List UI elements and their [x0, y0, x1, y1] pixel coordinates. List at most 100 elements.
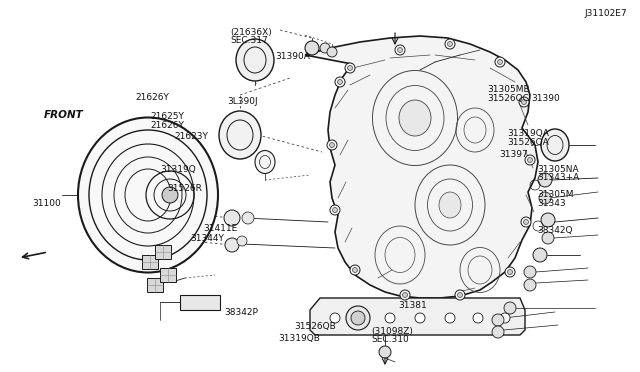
Text: 31411E: 31411E — [204, 224, 238, 233]
Circle shape — [541, 213, 555, 227]
Circle shape — [353, 267, 358, 273]
Circle shape — [447, 42, 452, 46]
Text: 31526QB: 31526QB — [294, 322, 336, 331]
Circle shape — [320, 43, 330, 53]
FancyBboxPatch shape — [160, 268, 176, 282]
Text: 31390: 31390 — [531, 94, 560, 103]
Text: 31526QC: 31526QC — [488, 94, 529, 103]
Circle shape — [445, 313, 455, 323]
FancyBboxPatch shape — [147, 278, 163, 292]
Text: 31319Q: 31319Q — [160, 165, 196, 174]
Text: 3L390J: 3L390J — [227, 97, 258, 106]
Circle shape — [504, 302, 516, 314]
Circle shape — [497, 60, 502, 64]
Circle shape — [403, 292, 408, 298]
Text: J31102E7: J31102E7 — [584, 9, 627, 17]
Circle shape — [525, 155, 535, 165]
Ellipse shape — [219, 111, 261, 159]
Polygon shape — [310, 298, 525, 335]
Text: 21623Y: 21623Y — [174, 132, 208, 141]
Text: (31098Z): (31098Z) — [371, 327, 413, 336]
Circle shape — [327, 140, 337, 150]
Circle shape — [505, 267, 515, 277]
Circle shape — [524, 279, 536, 291]
Text: SEC.310: SEC.310 — [371, 335, 409, 344]
Text: 38342Q: 38342Q — [538, 226, 573, 235]
Circle shape — [385, 313, 395, 323]
Circle shape — [521, 217, 531, 227]
Circle shape — [533, 248, 547, 262]
Text: 31344Y: 31344Y — [191, 234, 225, 243]
Circle shape — [305, 41, 319, 55]
Circle shape — [237, 236, 247, 246]
Text: 31319QA: 31319QA — [507, 129, 548, 138]
Text: 31305M: 31305M — [538, 190, 574, 199]
Text: 31305MB: 31305MB — [488, 85, 531, 94]
FancyBboxPatch shape — [155, 245, 171, 259]
Circle shape — [458, 292, 463, 298]
Circle shape — [492, 326, 504, 338]
Text: (21636X): (21636X) — [230, 28, 272, 37]
Circle shape — [242, 212, 254, 224]
Text: 31526R: 31526R — [168, 185, 202, 193]
Polygon shape — [305, 36, 538, 298]
Ellipse shape — [541, 129, 569, 161]
Circle shape — [492, 314, 504, 326]
Circle shape — [346, 306, 370, 330]
Circle shape — [345, 63, 355, 73]
Circle shape — [527, 157, 532, 163]
Ellipse shape — [399, 100, 431, 136]
Text: FRONT: FRONT — [44, 110, 83, 119]
Text: 31100: 31100 — [32, 199, 61, 208]
Circle shape — [162, 187, 178, 203]
Text: 31305NA: 31305NA — [538, 165, 579, 174]
Circle shape — [330, 142, 335, 148]
Text: 31343: 31343 — [538, 199, 566, 208]
Polygon shape — [180, 295, 220, 310]
Circle shape — [337, 80, 342, 84]
Circle shape — [522, 99, 527, 105]
Text: 21626Y: 21626Y — [150, 121, 184, 130]
Circle shape — [524, 219, 529, 224]
Ellipse shape — [439, 192, 461, 218]
Circle shape — [327, 47, 337, 57]
Circle shape — [524, 266, 536, 278]
Circle shape — [351, 311, 365, 325]
Circle shape — [350, 265, 360, 275]
Ellipse shape — [236, 39, 274, 81]
Circle shape — [330, 205, 340, 215]
Circle shape — [355, 313, 365, 323]
Circle shape — [415, 313, 425, 323]
Text: 31381: 31381 — [398, 301, 427, 310]
Circle shape — [333, 208, 337, 212]
Circle shape — [330, 313, 340, 323]
Text: 31343+A: 31343+A — [538, 173, 580, 182]
Circle shape — [395, 45, 405, 55]
Text: 31526QA: 31526QA — [507, 138, 548, 147]
Circle shape — [379, 346, 391, 358]
Text: SEC.317: SEC.317 — [230, 36, 268, 45]
Circle shape — [400, 290, 410, 300]
Circle shape — [225, 238, 239, 252]
Text: 21626Y: 21626Y — [136, 93, 170, 102]
Circle shape — [335, 77, 345, 87]
Text: 21625Y: 21625Y — [150, 112, 184, 121]
Circle shape — [500, 313, 510, 323]
Circle shape — [397, 48, 403, 52]
FancyBboxPatch shape — [142, 255, 158, 269]
Circle shape — [508, 269, 513, 275]
Circle shape — [538, 173, 552, 187]
Text: 38342P: 38342P — [224, 308, 258, 317]
Circle shape — [539, 192, 551, 204]
Text: 31319QB: 31319QB — [278, 334, 320, 343]
Circle shape — [224, 210, 240, 226]
Ellipse shape — [255, 151, 275, 173]
Circle shape — [445, 39, 455, 49]
Circle shape — [473, 313, 483, 323]
Text: 31390A: 31390A — [275, 52, 310, 61]
Circle shape — [455, 290, 465, 300]
Text: 31397: 31397 — [499, 150, 528, 159]
Circle shape — [519, 97, 529, 107]
Circle shape — [348, 65, 353, 71]
Ellipse shape — [78, 118, 218, 273]
